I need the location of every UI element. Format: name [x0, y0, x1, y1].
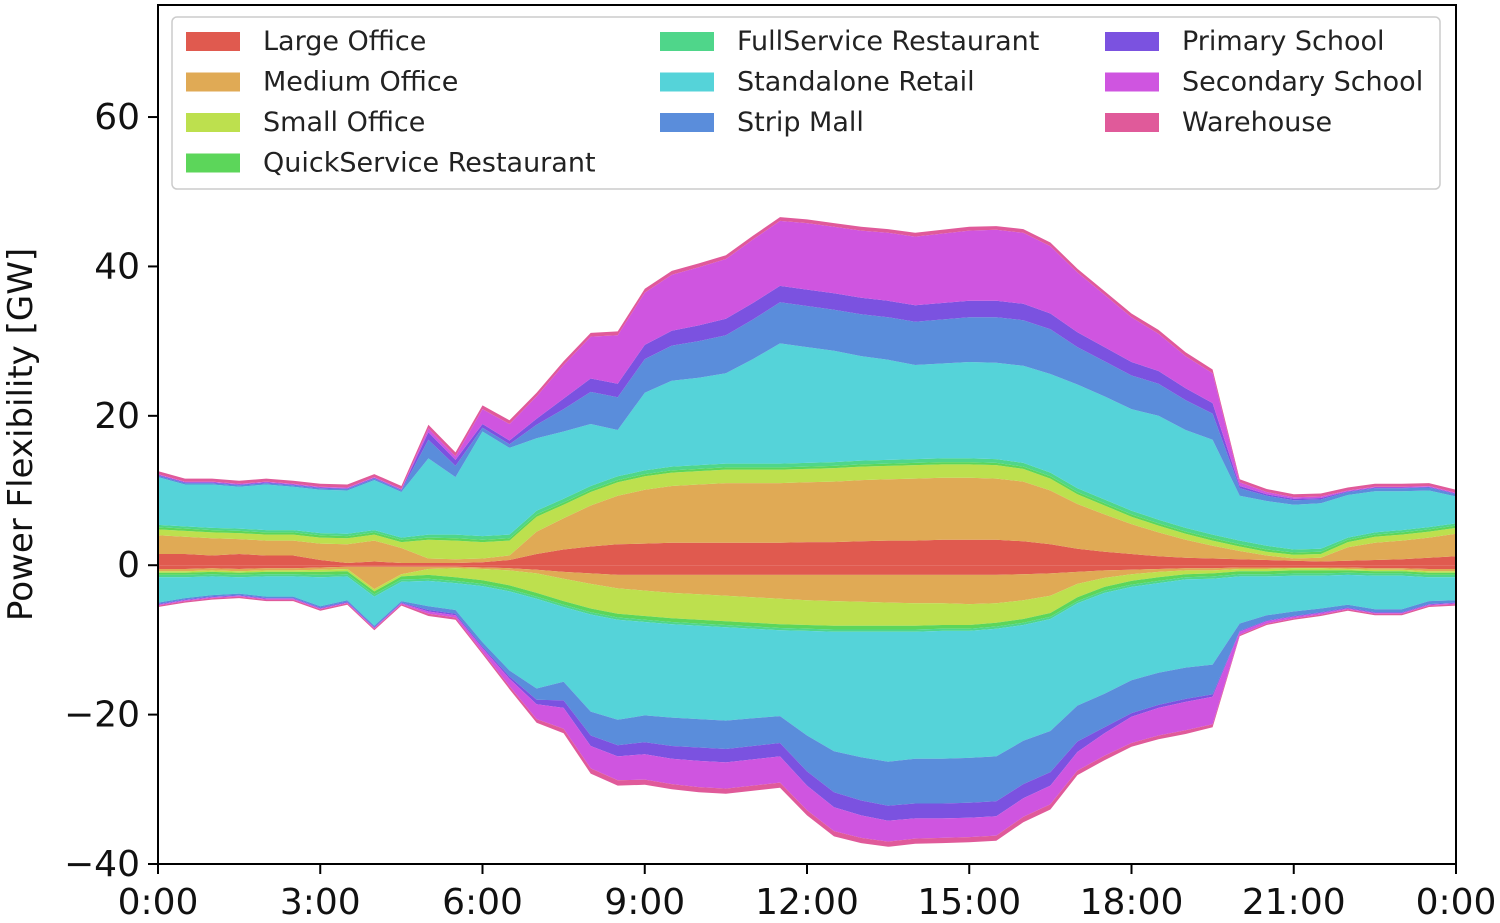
x-tick-label: 15:00: [917, 882, 1021, 923]
legend-swatch: [660, 32, 714, 51]
x-tick-label: 12:00: [755, 882, 859, 923]
area-secondary-school-negative: [158, 595, 1456, 842]
y-tick-label: 60: [94, 97, 140, 138]
y-axis-label: Power Flexibility [GW]: [1, 248, 41, 621]
legend-label: Strip Mall: [737, 107, 864, 138]
x-tick-label: 0:00: [1416, 882, 1497, 923]
area-primary-school-negative: [158, 595, 1456, 821]
y-tick-label: 20: [94, 396, 140, 437]
x-tick-label: 9:00: [604, 882, 685, 923]
x-tick-label: 0:00: [118, 882, 199, 923]
area-large-office-negative: [158, 565, 1456, 575]
area-medium-office-positive: [158, 477, 1456, 563]
legend-label: FullService Restaurant: [737, 26, 1039, 57]
axis-ticks: −40 −20 0 20 40 60 0:00 3:00 6:00 9:00 12:00 15:00 1…: [64, 97, 1496, 923]
legend-label: Warehouse: [1182, 107, 1332, 138]
area-secondary-school-positive: [158, 220, 1456, 499]
legend-label: Small Office: [263, 107, 425, 138]
legend-label: Large Office: [263, 26, 426, 57]
x-tick-label: 6:00: [442, 882, 523, 923]
area-layers: [158, 217, 1456, 847]
y-tick-label: 40: [94, 246, 140, 287]
legend-label: Standalone Retail: [737, 67, 975, 98]
x-tick-label: 3:00: [280, 882, 361, 923]
area-small-office-negative: [158, 568, 1456, 626]
area-large-office-positive: [158, 539, 1456, 566]
legend-swatch: [186, 32, 240, 51]
legend-label: Primary School: [1182, 26, 1385, 57]
legend-label: QuickService Restaurant: [263, 148, 596, 179]
legend-label: Medium Office: [263, 67, 458, 98]
area-strip-mall-negative: [158, 593, 1456, 806]
x-tick-label: 18:00: [1080, 882, 1184, 923]
y-tick-label: 0: [117, 545, 140, 586]
legend-swatch: [660, 72, 714, 92]
legend-swatch: [1105, 32, 1159, 51]
legend-swatch: [1105, 113, 1159, 132]
legend-swatch: [186, 72, 240, 92]
legend-label: Secondary School: [1182, 67, 1423, 98]
y-tick-label: −20: [64, 695, 140, 736]
area-standalone-retail-positive: [158, 343, 1456, 550]
legend: Large Office Medium Office Small Office Qui…: [171, 16, 1441, 190]
x-tick-label: 21:00: [1242, 882, 1346, 923]
legend-swatch: [186, 153, 240, 173]
legend-swatch: [660, 113, 714, 132]
legend-box: [171, 16, 1441, 190]
area-standalone-retail-negative: [158, 574, 1456, 762]
legend-swatch: [186, 113, 240, 132]
area-medium-office-negative: [158, 566, 1456, 605]
legend-swatch: [1105, 72, 1159, 92]
y-tick-label: −40: [64, 844, 140, 885]
area-strip-mall-positive: [158, 302, 1456, 505]
